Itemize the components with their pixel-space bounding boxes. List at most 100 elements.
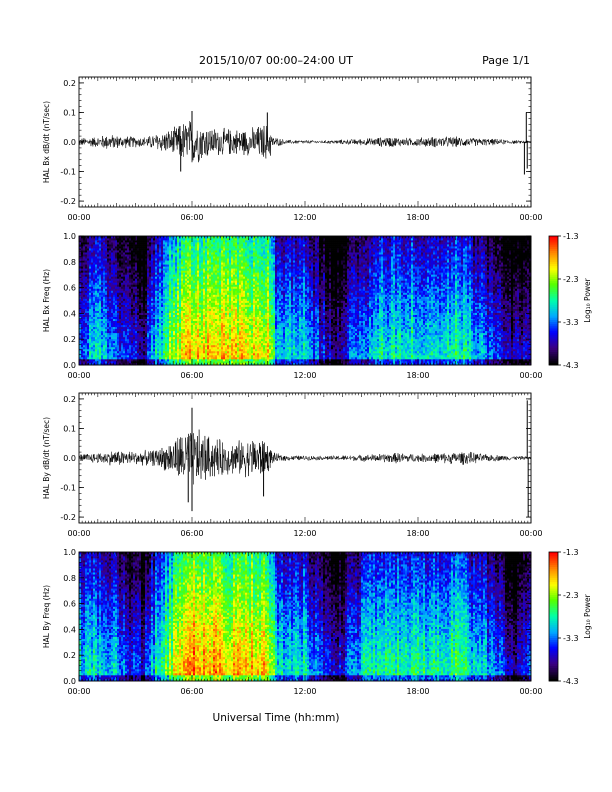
- spectrogram-cell: [141, 298, 144, 301]
- spectrogram-cell: [207, 256, 210, 259]
- spectrogram-cell: [177, 362, 180, 366]
- spectrogram-cell: [213, 284, 216, 287]
- spectrogram-cell: [181, 336, 184, 340]
- spectrogram-cell: [149, 344, 152, 348]
- spectrogram-cell: [129, 354, 132, 358]
- spectrogram-cell: [181, 272, 184, 275]
- spectrogram-cell: [127, 326, 130, 330]
- spectrogram-cell: [167, 346, 170, 350]
- spectrogram-cell: [199, 276, 202, 279]
- spectrogram-cell: [187, 336, 190, 340]
- spectrogram-cell: [111, 256, 114, 259]
- spectrogram-cell: [125, 348, 128, 352]
- spectrogram-cell: [193, 314, 196, 317]
- spectrogram-cell: [187, 258, 190, 261]
- spectrogram-cell: [95, 318, 98, 322]
- spectrogram-cell: [217, 350, 220, 354]
- spectrogram-cell: [87, 316, 90, 319]
- spectrogram-cell: [221, 316, 224, 319]
- spectrogram-cell: [203, 356, 206, 360]
- spectrogram-cell: [113, 264, 116, 267]
- spectrogram-cell: [197, 284, 200, 287]
- spectrogram-cell: [201, 304, 204, 307]
- spectrogram-cell: [81, 272, 84, 275]
- spectrogram-cell: [119, 362, 122, 366]
- spectrogram-cell: [149, 252, 152, 255]
- spectrogram-cell: [119, 360, 122, 364]
- spectrogram-cell: [195, 340, 198, 344]
- spectrogram-cell: [85, 352, 88, 356]
- spectrogram-cell: [147, 276, 150, 279]
- spectrogram-cell: [171, 324, 174, 328]
- spectrogram-cell: [189, 316, 192, 319]
- spectrogram-cell: [143, 292, 146, 295]
- spectrogram-cell: [165, 340, 168, 344]
- spectrogram-cell: [193, 292, 196, 295]
- spectrogram-cell: [201, 300, 204, 303]
- spectrogram-cell: [87, 266, 90, 269]
- spectrogram-cell: [133, 316, 136, 319]
- spectrogram-cell: [177, 272, 180, 275]
- spectrogram-cell: [193, 236, 196, 239]
- spectrogram-cell: [209, 296, 212, 299]
- spectrogram-cell: [213, 248, 216, 251]
- spectrogram-cell: [215, 338, 218, 342]
- spectrogram-cell: [153, 322, 156, 326]
- spectrogram-cell: [181, 258, 184, 261]
- spectrogram-cell: [117, 338, 120, 342]
- spectrogram-cell: [115, 252, 118, 255]
- spectrogram-cell: [141, 346, 144, 350]
- spectrogram-cell: [125, 272, 128, 275]
- spectrogram-cell: [141, 282, 144, 285]
- spectrogram-cell: [93, 236, 96, 239]
- spectrogram-cell: [215, 336, 218, 340]
- y-tick-label: -0.2: [60, 197, 76, 206]
- spectrogram-cell: [119, 256, 122, 259]
- spectrogram-cell: [97, 264, 100, 267]
- spectrogram-cell: [211, 254, 214, 257]
- spectrogram-cell: [131, 344, 134, 348]
- spectrogram-cell: [95, 308, 98, 311]
- spectrogram-cell: [91, 310, 94, 313]
- spectrogram-cell: [97, 236, 100, 239]
- spectrogram-cell: [163, 310, 166, 313]
- spectrogram-cell: [179, 316, 182, 319]
- spectrogram-cell: [193, 308, 196, 311]
- spectrogram-cell: [183, 282, 186, 285]
- spectrogram-cell: [81, 260, 84, 263]
- spectrogram-cell: [119, 330, 122, 334]
- spectrogram-cell: [115, 304, 118, 307]
- spectrogram-cell: [211, 310, 214, 313]
- spectrogram-cell: [215, 320, 218, 324]
- spectrogram-cell: [83, 262, 86, 265]
- spectrogram-cell: [127, 340, 130, 344]
- spectrogram-cell: [103, 334, 106, 338]
- spectrogram-cell: [97, 288, 100, 291]
- spectrogram-cell: [181, 260, 184, 263]
- spectrogram-cell: [121, 264, 124, 267]
- spectrogram-cell: [199, 238, 202, 241]
- spectrogram-cell: [169, 266, 172, 269]
- spectrogram-cell: [99, 350, 102, 354]
- spectrogram-cell: [119, 358, 122, 362]
- spectrogram-cell: [191, 244, 194, 247]
- spectrogram-cell: [221, 258, 224, 261]
- spectrogram-cell: [83, 328, 86, 332]
- spectrogram-cell: [207, 316, 210, 319]
- spectrogram-cell: [87, 354, 90, 358]
- spectrogram-cell: [155, 298, 158, 301]
- spectrogram-cell: [195, 316, 198, 319]
- spectrogram-cell: [171, 338, 174, 342]
- spectrogram-cell: [213, 290, 216, 293]
- spectrogram-cell: [119, 296, 122, 299]
- spectrogram-cell: [143, 348, 146, 352]
- spectrogram-cell: [155, 310, 158, 313]
- spectrogram-cell: [209, 338, 212, 342]
- spectrogram-cell: [149, 316, 152, 319]
- spectrogram-cell: [147, 294, 150, 297]
- spectrogram-cell: [107, 300, 110, 303]
- spectrogram-cell: [79, 326, 82, 330]
- spectrogram-cell: [163, 338, 166, 342]
- spectrogram-cell: [135, 238, 138, 241]
- spectrogram-cell: [131, 316, 134, 319]
